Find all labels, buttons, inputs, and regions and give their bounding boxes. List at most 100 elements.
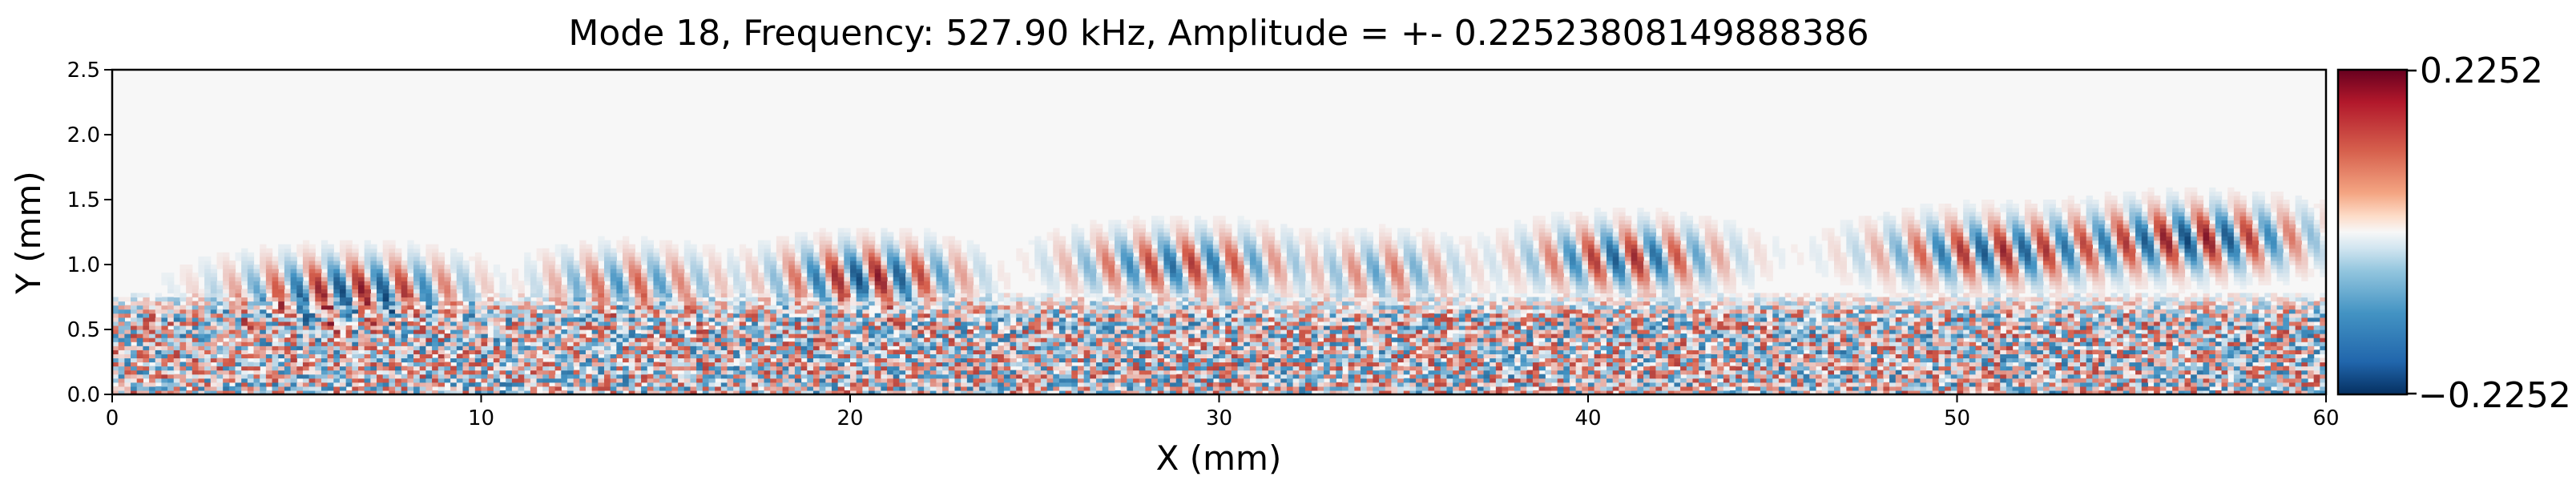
heatmap-cell: [1532, 382, 1540, 387]
heatmap-cell: [887, 386, 894, 391]
heatmap-cell: [1495, 350, 1503, 354]
heatmap-cell: [1133, 366, 1140, 371]
heatmap-cell: [2135, 366, 2143, 371]
heatmap-cell: [659, 374, 667, 379]
heatmap-cell: [1373, 341, 1380, 346]
heatmap-cell: [1188, 386, 1195, 391]
heatmap-cell: [136, 390, 143, 394]
heatmap-cell: [887, 362, 894, 367]
heatmap-cell: [1170, 333, 1177, 338]
heatmap-cell: [1778, 358, 1786, 363]
heatmap-cell: [1034, 370, 1042, 375]
heatmap-cell: [1908, 341, 1915, 346]
heatmap-cell: [1490, 358, 1497, 363]
heatmap-cell: [770, 386, 777, 391]
heatmap-cell: [647, 386, 655, 391]
heatmap-cell: [2129, 386, 2136, 391]
heatmap-cell: [216, 386, 224, 391]
heatmap-cell: [1619, 366, 1626, 371]
heatmap-cell: [413, 358, 421, 363]
heatmap-cell: [1115, 362, 1122, 367]
heatmap-cell: [131, 382, 138, 387]
heatmap-cell: [112, 366, 119, 371]
heatmap-cell: [1256, 358, 1263, 363]
heatmap-cell: [1871, 378, 1878, 383]
heatmap-cell: [1262, 382, 1269, 387]
heatmap-cell: [1102, 358, 1109, 363]
heatmap-cell: [425, 390, 433, 394]
heatmap-cell: [265, 390, 273, 394]
heatmap-cell: [1145, 346, 1152, 350]
heatmap-cell: [450, 354, 458, 359]
heatmap-cell: [186, 354, 193, 359]
heatmap-cell: [1212, 370, 1220, 375]
heatmap-cell: [1010, 386, 1017, 391]
heatmap-cell: [198, 341, 205, 346]
heatmap-cell: [2154, 370, 2161, 375]
heatmap-cell: [1594, 341, 1601, 346]
heatmap-cell: [1735, 386, 1743, 391]
heatmap-cell: [659, 382, 667, 387]
heatmap-cell: [260, 362, 267, 367]
heatmap-cell: [1428, 390, 1435, 394]
heatmap-cell: [2196, 386, 2204, 391]
heatmap-cell: [2209, 346, 2216, 350]
heatmap-cell: [2159, 354, 2167, 359]
heatmap-cell: [1336, 374, 1343, 379]
heatmap-cell: [1458, 374, 1466, 379]
heatmap-cell: [253, 354, 260, 359]
heatmap-cell: [1453, 350, 1460, 354]
heatmap-cell: [364, 337, 371, 342]
heatmap-cell: [1046, 374, 1054, 379]
heatmap-cell: [1421, 374, 1429, 379]
heatmap-cell: [1901, 382, 1909, 387]
heatmap-cell: [1397, 370, 1405, 375]
heatmap-cell: [1655, 346, 1663, 350]
heatmap-cell: [216, 390, 224, 394]
heatmap-cell: [1022, 354, 1030, 359]
heatmap-cell: [444, 378, 451, 383]
heatmap-cell: [702, 370, 710, 375]
heatmap-cell: [389, 333, 396, 338]
heatmap-cell: [2024, 346, 2032, 350]
heatmap-cell: [352, 370, 359, 375]
heatmap-cell: [1286, 370, 1294, 375]
heatmap-cell: [752, 337, 759, 342]
heatmap-cell: [1821, 386, 1828, 391]
heatmap-cell: [1274, 382, 1281, 387]
heatmap-cell: [1950, 386, 1958, 391]
heatmap-cell: [358, 390, 365, 394]
heatmap-cell: [1471, 354, 1478, 359]
heatmap-cell: [1280, 346, 1288, 350]
heatmap-cell: [1058, 358, 1066, 363]
heatmap-cell: [506, 366, 513, 371]
heatmap-cell: [1606, 362, 1614, 367]
heatmap-cell: [948, 390, 956, 394]
heatmap-cell: [1108, 366, 1115, 371]
heatmap-cell: [1342, 358, 1349, 363]
heatmap-cell: [641, 341, 648, 346]
heatmap-cell: [1175, 333, 1183, 338]
heatmap-cell: [985, 370, 993, 375]
heatmap-cell: [585, 378, 593, 383]
heatmap-cell: [869, 386, 876, 391]
heatmap-cell: [167, 358, 175, 363]
heatmap-cell: [2092, 366, 2099, 371]
heatmap-cell: [149, 358, 156, 363]
heatmap-cell: [1545, 390, 1552, 394]
heatmap-cell: [1471, 350, 1478, 354]
heatmap-cell: [973, 341, 980, 346]
heatmap-cell: [862, 386, 869, 391]
heatmap-cell: [881, 382, 888, 387]
heatmap-cell: [1311, 341, 1318, 346]
heatmap-cell: [683, 386, 691, 391]
heatmap-cell: [358, 362, 365, 367]
heatmap-cell: [794, 378, 802, 383]
heatmap-cell: [2154, 358, 2161, 363]
heatmap-cell: [136, 386, 143, 391]
heatmap-cell: [2166, 346, 2173, 350]
heatmap-cell: [223, 386, 230, 391]
heatmap-cell: [1194, 378, 1202, 383]
heatmap-cell: [136, 350, 143, 354]
heatmap-cell: [1490, 370, 1497, 375]
